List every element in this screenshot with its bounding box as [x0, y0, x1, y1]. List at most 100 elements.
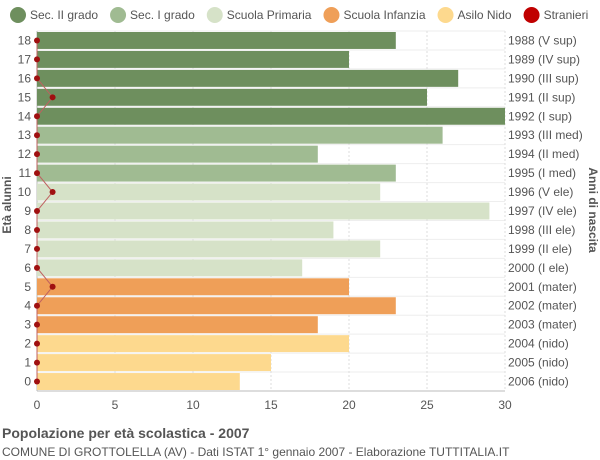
age-label: 3	[24, 318, 31, 332]
chart-title: Popolazione per età scolastica - 2007	[2, 425, 250, 441]
stranieri-marker	[49, 283, 56, 290]
bar	[37, 221, 334, 239]
stranieri-marker	[34, 75, 40, 82]
age-label: 10	[18, 185, 32, 199]
birth-year-label: 1990 (III sup)	[508, 71, 579, 85]
bar	[37, 278, 349, 296]
age-label: 9	[24, 204, 31, 218]
legend-swatch	[323, 7, 340, 23]
age-label: 5	[24, 280, 31, 294]
stranieri-marker	[34, 264, 40, 271]
age-label: 4	[24, 299, 31, 313]
legend-label: Asilo Nido	[458, 8, 512, 22]
x-tick-label: 10	[186, 398, 200, 412]
birth-year-label: 1991 (II sup)	[508, 90, 575, 104]
legend-swatch	[206, 7, 223, 23]
legend: Sec. II grado Sec. I grado Scuola Primaria…	[10, 7, 588, 23]
age-label: 1	[24, 356, 31, 370]
birth-year-label: 1989 (IV sup)	[508, 52, 580, 66]
stranieri-marker	[34, 378, 40, 385]
legend-label: Sec. I grado	[130, 8, 195, 22]
age-label: 16	[18, 71, 32, 85]
bar	[37, 316, 318, 334]
bar	[37, 297, 396, 315]
birth-year-label: 2005 (nido)	[508, 356, 569, 370]
stranieri-marker	[34, 226, 40, 233]
age-label: 15	[18, 90, 32, 104]
x-tick-label: 25	[420, 398, 434, 412]
bar	[37, 145, 318, 163]
stranieri-marker	[34, 170, 40, 177]
x-tick-label: 15	[264, 398, 278, 412]
stranieri-marker	[34, 56, 40, 63]
birth-year-label: 2000 (I ele)	[508, 261, 569, 275]
age-label: 8	[24, 223, 31, 237]
stranieri-marker	[34, 340, 40, 347]
stranieri-marker	[34, 151, 40, 158]
legend-swatch	[10, 7, 26, 23]
x-tick-label: 30	[498, 398, 512, 412]
stranieri-marker	[34, 37, 40, 44]
birth-year-label: 2006 (nido)	[508, 375, 569, 389]
bar	[37, 69, 459, 87]
age-label: 11	[19, 166, 32, 180]
birth-year-label: 1996 (V ele)	[508, 185, 573, 199]
age-label: 17	[18, 52, 32, 66]
bar	[37, 335, 349, 353]
birth-year-label: 2004 (nido)	[508, 337, 569, 351]
age-label: 18	[18, 33, 32, 47]
birth-year-label: 2001 (mater)	[508, 280, 577, 294]
chart: Sec. II grado Sec. I grado Scuola Primaria…	[0, 7, 600, 412]
age-label: 6	[24, 261, 31, 275]
stranieri-marker	[34, 245, 40, 252]
legend-label: Sec. II grado	[30, 8, 98, 22]
birth-year-label: 2003 (mater)	[508, 318, 577, 332]
age-label: 2	[24, 337, 31, 351]
birth-year-label: 1997 (IV ele)	[508, 204, 577, 218]
stranieri-marker	[49, 189, 56, 196]
stranieri-marker	[34, 113, 40, 120]
stranieri-marker	[34, 132, 40, 139]
legend-swatch	[110, 7, 127, 23]
stranieri-marker	[34, 302, 40, 309]
birth-year-label: 1988 (V sup)	[508, 33, 577, 47]
bar	[37, 164, 396, 182]
bar	[37, 32, 396, 49]
bar	[37, 126, 443, 144]
age-label: 13	[18, 128, 32, 142]
birth-year-label: 1993 (III med)	[508, 128, 583, 142]
legend-label: Scuola Primaria	[227, 8, 312, 22]
bar	[37, 183, 381, 201]
bar	[37, 259, 303, 277]
bar	[37, 50, 349, 68]
chart-subtitle: COMUNE DI GROTTOLELLA (AV) - Dati ISTAT …	[2, 445, 510, 459]
legend-swatch	[437, 7, 454, 23]
birth-year-label: 1995 (I med)	[508, 166, 576, 180]
y-axis-label: Età alunni	[0, 176, 14, 233]
x-tick-label: 5	[112, 398, 119, 412]
birth-year-label: 1992 (I sup)	[508, 109, 572, 123]
legend-label: Stranieri	[544, 8, 589, 22]
birth-year-label: 1994 (II med)	[508, 147, 579, 161]
x-tick-label: 0	[34, 398, 41, 412]
y-axis-label-right: Anni di nascita	[586, 167, 600, 253]
age-label: 14	[18, 109, 32, 123]
age-label: 7	[24, 242, 31, 256]
birth-year-label: 2002 (mater)	[508, 299, 577, 313]
birth-year-label: 1999 (II ele)	[508, 242, 572, 256]
bar	[37, 107, 505, 125]
bar	[37, 240, 381, 258]
legend-swatch	[523, 7, 540, 23]
stranieri-marker	[49, 94, 56, 101]
stranieri-marker	[34, 359, 40, 366]
age-label: 0	[24, 375, 31, 389]
x-tick-label: 20	[342, 398, 356, 412]
legend-label: Scuola Infanzia	[343, 8, 425, 22]
bar	[37, 202, 490, 220]
bar	[37, 354, 271, 372]
bar	[37, 373, 240, 390]
bar	[37, 88, 427, 106]
age-label: 12	[18, 147, 32, 161]
birth-year-label: 1998 (III ele)	[508, 223, 575, 237]
